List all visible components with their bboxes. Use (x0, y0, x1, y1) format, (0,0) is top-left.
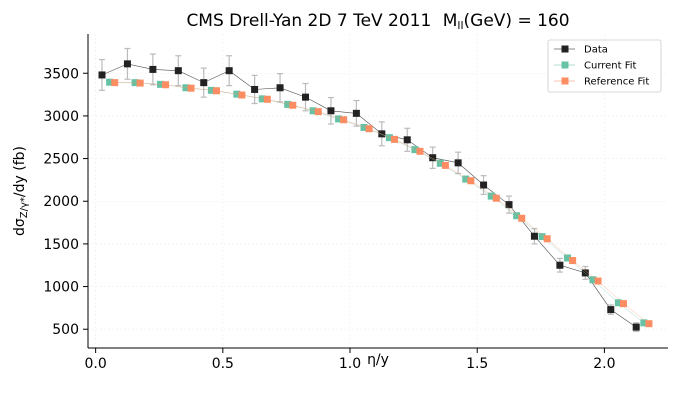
reference-fit-point-17 (543, 235, 551, 243)
current-fit-point-10 (360, 123, 368, 131)
data-point-8 (302, 93, 309, 101)
current-fit-point-16 (513, 212, 521, 220)
y-tick-label-0: 500 (52, 322, 79, 338)
reference-fit-point-4 (212, 87, 220, 95)
legend-label-data: Data (584, 45, 608, 56)
data-line (101, 63, 637, 328)
reference-fit-point-15 (492, 194, 500, 202)
x-tick-label-0: 0.0 (84, 356, 106, 372)
current-fit-point-19 (589, 276, 597, 284)
data-point-4 (200, 79, 208, 87)
reference-fit-point-20 (619, 300, 627, 308)
reference-fit-point-6 (263, 95, 271, 103)
reference-fit-point-7 (289, 101, 297, 109)
chart-title: CMS Drell-Yan 2D 7 TeV 2011 Mll(GeV) = 1… (186, 11, 569, 32)
y-axis-label-sub: Z/γ* (19, 197, 30, 218)
reference-fit-line (114, 82, 650, 324)
chart-title-main: CMS Drell-Yan 2D 7 TeV 2011 (186, 11, 431, 31)
current-fit-point-12 (411, 146, 419, 154)
legend-marker-reference-fit (561, 77, 569, 85)
series-data (98, 47, 640, 332)
reference-fit-point-16 (518, 214, 526, 222)
reference-fit-point-14 (467, 177, 475, 185)
reference-fit-point-0 (111, 79, 119, 87)
reference-fit-point-11 (391, 135, 399, 143)
data-point-16 (505, 201, 513, 209)
reference-fit-point-1 (136, 79, 144, 87)
axes (87, 34, 668, 349)
current-fit-point-14 (462, 175, 470, 183)
data-point-1 (123, 60, 131, 68)
current-fit-point-1 (131, 79, 139, 87)
series-reference-fit (111, 79, 653, 328)
y-tick-label-1: 1000 (43, 280, 79, 296)
y-axis-label-suffix: /dy (fb) (12, 146, 28, 197)
reference-fit-point-19 (594, 277, 602, 285)
legend-frame (547, 39, 662, 93)
ticks: 0.0 0.5 1.0 1.5 2.0 500 1000 1500 2000 2500 3000 35… (43, 66, 615, 372)
data-point-18 (556, 261, 564, 269)
y-tick-label-4: 2500 (43, 152, 79, 168)
reference-fit-point-12 (416, 147, 424, 155)
reference-fit-point-10 (365, 125, 373, 133)
reference-fit-point-5 (238, 91, 246, 99)
chart-title-suffix: (GeV) = 160 (464, 11, 570, 31)
reference-fit-point-3 (187, 84, 195, 92)
current-fit-point-7 (284, 100, 292, 108)
reference-fit-point-8 (314, 108, 322, 116)
data-point-20 (607, 306, 615, 314)
data-point-10 (352, 109, 360, 117)
data-point-3 (174, 67, 182, 75)
y-axis-label-prefix: dσ (12, 218, 28, 236)
current-fit-point-17 (538, 233, 546, 241)
data-point-2 (149, 65, 157, 73)
current-fit-point-9 (335, 115, 343, 123)
legend: Data Current Fit Reference Fit (547, 39, 662, 93)
current-fit-point-6 (258, 95, 266, 103)
x-tick-label-1: 0.5 (212, 356, 234, 372)
reference-fit-point-21 (645, 320, 653, 328)
current-fit-point-21 (640, 319, 648, 327)
reference-fit-point-9 (340, 116, 348, 124)
legend-marker-current-fit (561, 61, 569, 69)
x-tick-label-4: 2.0 (593, 356, 615, 372)
x-axis-label: η/y (367, 352, 389, 368)
data-point-17 (530, 232, 538, 240)
x-tick-label-2: 1.0 (339, 356, 361, 372)
chart-title-var-sub: ll (457, 19, 463, 32)
data-point-14 (454, 159, 462, 167)
reference-fit-point-13 (441, 161, 449, 169)
series-layer (98, 47, 653, 332)
grid (88, 34, 668, 348)
current-fit-point-0 (106, 78, 114, 86)
data-point-13 (429, 154, 437, 162)
data-point-12 (403, 136, 411, 144)
current-fit-point-8 (309, 107, 317, 115)
data-point-0 (98, 71, 106, 79)
data-point-15 (480, 181, 488, 189)
y-tick-label-5: 3000 (43, 109, 79, 125)
reference-fit-point-2 (162, 81, 170, 89)
y-tick-label-6: 3500 (43, 66, 79, 82)
current-fit-point-15 (487, 192, 495, 200)
data-point-6 (251, 85, 259, 93)
current-fit-point-13 (436, 159, 444, 167)
current-fit-point-11 (385, 134, 393, 142)
current-fit-point-20 (614, 299, 622, 307)
reference-fit-point-18 (569, 257, 577, 265)
y-tick-label-3: 2000 (43, 194, 79, 210)
y-tick-label-2: 1500 (43, 237, 79, 253)
data-point-5 (225, 67, 233, 75)
data-point-7 (276, 84, 284, 92)
data-point-21 (632, 323, 640, 331)
legend-label-current-fit: Current Fit (584, 61, 637, 72)
data-point-9 (327, 107, 335, 115)
chart-title-var: M (443, 11, 458, 31)
y-axis-label: dσZ/γ*/dy (fb) (12, 146, 30, 236)
legend-label-reference-fit: Reference Fit (584, 77, 649, 88)
x-tick-label-3: 1.5 (466, 356, 488, 372)
legend-marker-data (561, 45, 569, 53)
current-fit-point-18 (564, 254, 572, 262)
